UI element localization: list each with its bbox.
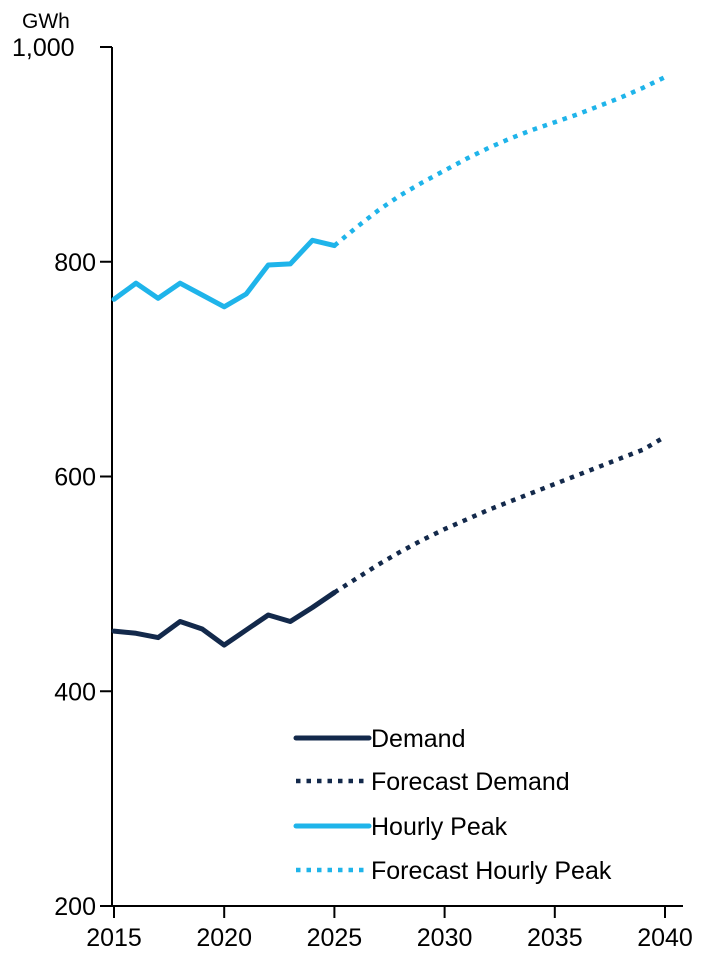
- y-tick-label: 1,000: [12, 34, 75, 62]
- x-tick-label: 2020: [196, 924, 252, 952]
- x-tick-label: 2035: [527, 924, 583, 952]
- series-line-hourly-peak: [111, 237, 337, 310]
- y-tick-label: 800: [54, 249, 96, 277]
- series-line-demand: [111, 590, 337, 648]
- x-tick-label: 2040: [637, 924, 693, 952]
- x-ticks: 2015 2020 2025 2030 2035 2040: [86, 906, 693, 952]
- legend-label: Hourly Peak: [371, 813, 508, 841]
- y-unit-label: GWh: [22, 10, 70, 33]
- y-tick-label: 400: [54, 678, 96, 706]
- y-tick-label: 200: [54, 893, 96, 921]
- legend-label: Forecast Hourly Peak: [371, 857, 612, 885]
- series-line-forecast-hourly-peak: [332, 75, 666, 248]
- x-tick-label: 2015: [86, 924, 142, 952]
- y-ticks: 200 400 600 800 1,000: [12, 34, 112, 921]
- x-tick-label: 2030: [417, 924, 473, 952]
- legend-label: Demand: [371, 725, 466, 753]
- legend-label: Forecast Demand: [371, 768, 570, 796]
- x-tick-label: 2025: [307, 924, 363, 952]
- series-layer: [111, 75, 667, 648]
- y-tick-label: 600: [54, 464, 96, 492]
- legend: Demand Forecast Demand Hourly Peak Forecast…: [293, 725, 612, 885]
- series-line-forecast-demand: [333, 434, 667, 595]
